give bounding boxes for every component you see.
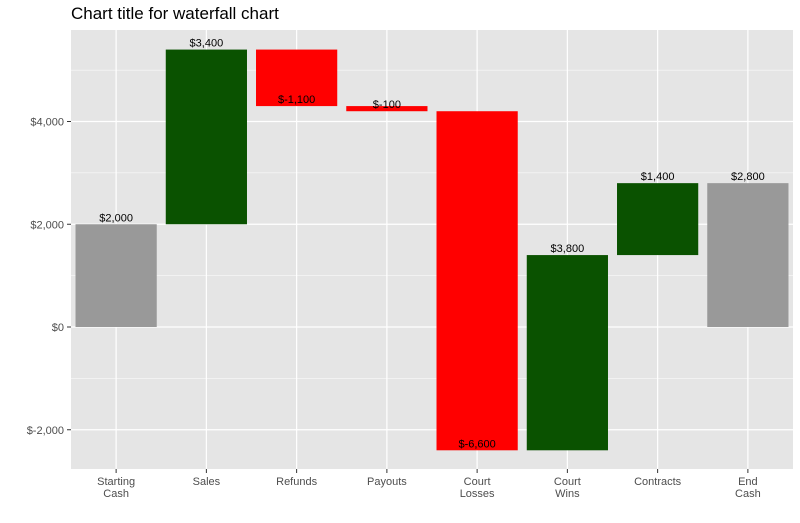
- bar-court-wins: [526, 255, 608, 451]
- bar-sales: [165, 49, 247, 225]
- bar-end-cash: [707, 183, 789, 327]
- data-label-sales: $3,400: [190, 38, 224, 50]
- bar-contracts: [617, 183, 699, 256]
- x-tick-label: Court: [464, 476, 491, 488]
- data-label-starting-cash: $2,000: [99, 212, 133, 224]
- x-tick-label: Cash: [103, 488, 129, 500]
- x-tick-label: Cash: [735, 488, 761, 500]
- x-tick-label: Wins: [555, 488, 580, 500]
- x-tick-label: Court: [554, 476, 581, 488]
- x-tick-label: Payouts: [367, 476, 407, 488]
- data-label-refunds: $-1,100: [278, 94, 315, 106]
- y-tick-label: $4,000: [30, 117, 64, 129]
- x-tick-label: Sales: [193, 476, 221, 488]
- bar-refunds: [256, 49, 338, 107]
- x-tick-label: End: [738, 476, 758, 488]
- x-tick-label: Losses: [460, 488, 495, 500]
- x-tick-label: Refunds: [276, 476, 317, 488]
- data-label-court-wins: $3,800: [551, 243, 585, 255]
- data-label-contracts: $1,400: [641, 171, 675, 183]
- bar-court-losses: [436, 111, 518, 451]
- bar-payouts: [346, 106, 428, 112]
- y-tick-label: $-2,000: [27, 425, 64, 437]
- data-label-end-cash: $2,800: [731, 171, 765, 183]
- data-label-court-losses: $-6,600: [458, 438, 495, 450]
- data-label-payouts: $-100: [373, 99, 401, 111]
- x-tick-label: Contracts: [634, 476, 682, 488]
- y-tick-label: $0: [52, 322, 64, 334]
- chart-title: Chart title for waterfall chart: [71, 4, 279, 23]
- bar-starting-cash: [75, 224, 157, 327]
- y-tick-label: $2,000: [30, 219, 64, 231]
- x-tick-label: Starting: [97, 476, 135, 488]
